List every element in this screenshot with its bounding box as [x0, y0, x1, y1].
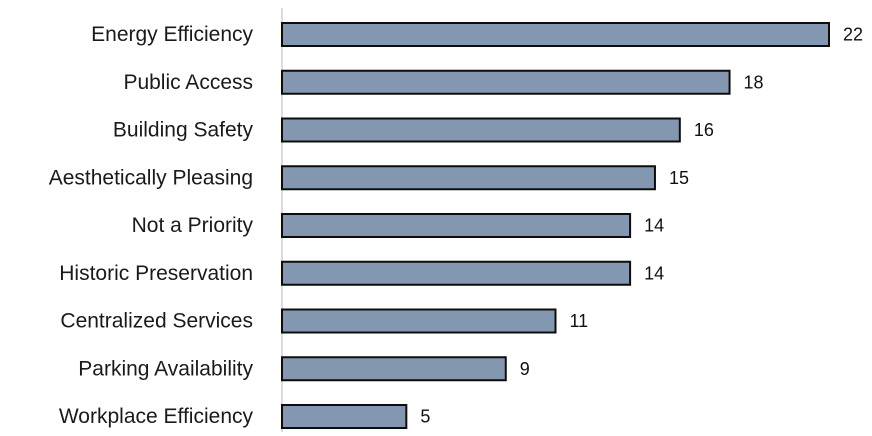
value-label-7: 9 — [520, 359, 530, 379]
value-label-8: 5 — [420, 407, 430, 427]
value-label-1: 18 — [744, 72, 764, 92]
category-label-1: Public Access — [123, 71, 253, 94]
value-label-5: 14 — [644, 263, 664, 283]
value-label-4: 14 — [644, 216, 664, 236]
bar-7 — [281, 356, 507, 382]
bar-6 — [281, 308, 557, 334]
category-labels-group: Energy Efficiency Public Access Building S… — [49, 23, 254, 428]
value-labels-group: 22 18 16 15 14 14 11 9 5 — [420, 25, 863, 427]
bars-group — [281, 22, 830, 429]
bar-8 — [281, 404, 408, 429]
bar-0 — [281, 22, 830, 47]
value-label-2: 16 — [694, 120, 714, 140]
category-label-2: Building Safety — [113, 119, 254, 142]
value-label-6: 11 — [570, 311, 589, 331]
category-label-3: Aesthetically Pleasing — [49, 166, 253, 189]
category-label-0: Energy Efficiency — [91, 23, 253, 46]
category-label-5: Historic Preservation — [59, 262, 253, 285]
category-label-7: Parking Availability — [78, 357, 253, 380]
value-label-0: 22 — [843, 25, 863, 45]
bar-1 — [281, 69, 731, 95]
category-label-6: Centralized Services — [60, 310, 253, 333]
bar-2 — [281, 117, 681, 143]
bar-5 — [281, 260, 632, 286]
category-label-8: Workplace Efficiency — [59, 405, 254, 428]
bar-4 — [281, 213, 632, 238]
category-label-4: Not a Priority — [132, 214, 254, 237]
bar-3 — [281, 165, 656, 191]
value-label-3: 15 — [669, 168, 689, 188]
